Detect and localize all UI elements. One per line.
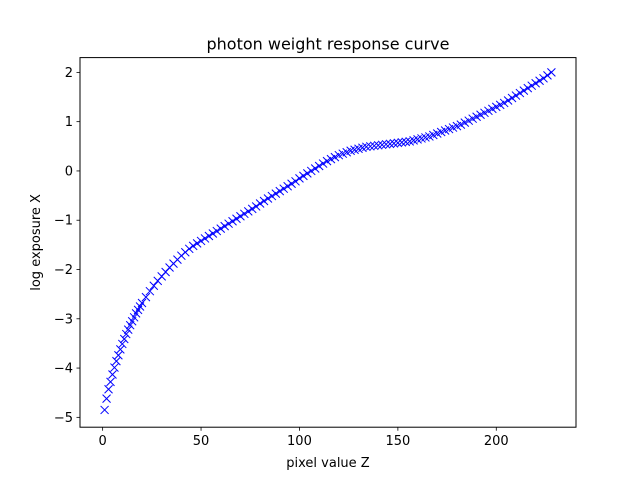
x-tick-label: 100 xyxy=(287,434,312,449)
data-point-marker xyxy=(102,394,111,403)
data-point-marker xyxy=(137,298,147,308)
data-point-marker xyxy=(192,239,202,248)
data-point-marker xyxy=(259,196,269,206)
data-point-marker xyxy=(271,189,281,198)
data-point-marker xyxy=(283,181,293,191)
data-point-marker xyxy=(216,224,226,233)
data-point-marker xyxy=(208,229,218,238)
data-point-marker xyxy=(389,138,399,148)
data-point-marker xyxy=(499,98,509,108)
data-point-marker xyxy=(236,211,245,221)
data-point-marker xyxy=(121,329,131,339)
data-point-marker xyxy=(503,96,513,105)
data-point-marker xyxy=(531,78,541,88)
data-point-marker xyxy=(112,356,121,366)
data-point-marker xyxy=(141,292,151,302)
data-point-marker xyxy=(184,244,194,254)
x-axis: 0 50 100 150 200 xyxy=(98,427,509,449)
data-point-marker xyxy=(523,83,533,93)
data-point-marker xyxy=(263,194,273,203)
data-point-marker xyxy=(228,216,237,226)
data-point-marker xyxy=(527,81,537,91)
y-tick-label: −4 xyxy=(54,362,73,377)
data-point-marker xyxy=(104,384,113,394)
data-point-marker xyxy=(295,173,304,183)
data-point-marker xyxy=(108,370,117,379)
data-point-marker xyxy=(106,377,115,387)
y-tick-label: 0 xyxy=(65,164,73,179)
data-point-marker xyxy=(239,209,249,219)
data-point-marker xyxy=(543,70,552,80)
data-point-marker xyxy=(299,171,308,181)
data-point-marker xyxy=(511,91,521,100)
data-point-marker xyxy=(369,141,379,151)
data-point-marker xyxy=(377,140,387,150)
x-tick-label: 200 xyxy=(484,434,509,449)
data-point-marker xyxy=(123,325,133,334)
plot-area-frame xyxy=(79,57,577,428)
data-point-marker xyxy=(267,191,277,201)
data-point-marker xyxy=(251,202,261,211)
data-point-marker xyxy=(119,334,129,344)
data-point-marker xyxy=(204,231,214,241)
data-point-marker xyxy=(515,88,525,98)
data-point-marker xyxy=(196,236,206,246)
data-point-marker xyxy=(243,207,253,216)
data-point-marker xyxy=(318,159,328,168)
data-point-marker xyxy=(310,164,320,173)
data-point-marker xyxy=(232,214,241,224)
y-axis: −5 −4 −3 −2 −1 0 1 2 xyxy=(54,66,80,426)
y-tick-label: 2 xyxy=(65,66,73,81)
data-point-marker xyxy=(117,339,127,349)
data-point-marker xyxy=(365,141,375,151)
data-point-marker xyxy=(306,166,316,176)
data-point-marker xyxy=(362,142,371,152)
data-point-marker xyxy=(547,68,556,77)
data-point-marker xyxy=(401,137,411,147)
data-series xyxy=(100,68,556,415)
x-tick-label: 0 xyxy=(98,434,106,449)
data-point-marker xyxy=(279,184,289,194)
data-point-marker xyxy=(507,93,517,103)
x-tick-label: 50 xyxy=(193,434,210,449)
data-point-marker xyxy=(275,186,285,196)
y-tick-label: −2 xyxy=(54,263,73,278)
data-point-marker xyxy=(535,76,544,86)
data-point-marker xyxy=(393,138,403,148)
chart-title: photon weight response curve xyxy=(207,35,450,54)
y-tick-label: −3 xyxy=(54,312,73,327)
data-point-marker xyxy=(519,86,529,95)
data-point-marker xyxy=(302,169,312,178)
data-point-marker xyxy=(220,221,230,231)
data-point-marker xyxy=(115,344,125,354)
data-point-marker xyxy=(188,241,198,251)
data-point-marker xyxy=(149,281,159,291)
data-point-marker xyxy=(539,73,548,83)
data-point-marker xyxy=(212,226,222,236)
data-point-marker xyxy=(397,138,407,147)
data-point-marker xyxy=(247,204,257,214)
x-axis-label: pixel value Z xyxy=(286,456,370,471)
data-point-marker xyxy=(314,161,324,171)
data-point-marker xyxy=(145,286,155,296)
data-point-marker xyxy=(200,234,210,243)
y-tick-label: 1 xyxy=(65,115,73,130)
data-point-marker xyxy=(291,176,300,186)
data-point-marker xyxy=(110,363,119,372)
data-point-marker xyxy=(114,350,123,360)
data-point-marker xyxy=(100,405,109,415)
y-tick-label: −1 xyxy=(54,214,73,229)
data-point-marker xyxy=(373,140,383,150)
data-point-marker xyxy=(255,199,265,208)
data-point-marker xyxy=(381,139,391,149)
x-tick-label: 150 xyxy=(385,434,410,449)
data-point-marker xyxy=(287,179,296,189)
y-tick-label: −5 xyxy=(54,411,73,426)
data-point-marker xyxy=(385,139,395,149)
data-point-marker xyxy=(224,219,233,229)
y-axis-label: log exposure X xyxy=(29,194,44,291)
